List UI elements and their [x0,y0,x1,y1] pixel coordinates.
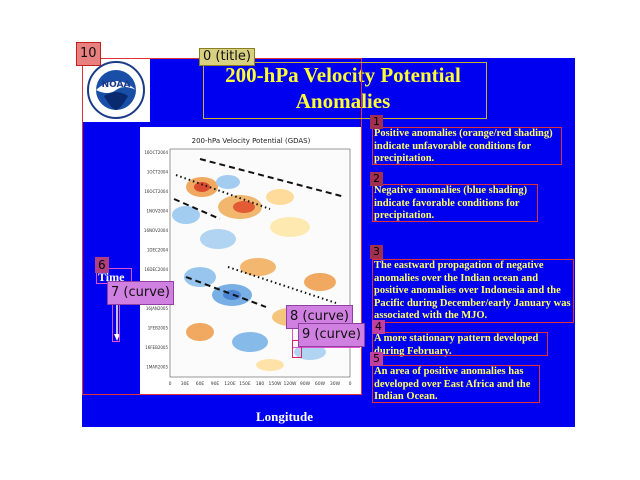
x-tick-label: 0 [169,381,172,387]
x-tick-label: 120E [224,381,236,387]
annotation-label-6: 6 [95,257,109,273]
title-line-1: 200-hPa Velocity Potential [225,63,461,87]
annotation-label-10: 10 [76,42,101,66]
annotation-box-2 [372,184,538,222]
y-tick-label: 16DEC2004 [144,267,168,272]
y-tick-label: 16NOV2004 [144,228,169,233]
annotation-label-7: 7 (curve) [107,281,174,305]
x-tick-label: 60W [315,381,326,387]
longitude-axis-label: Longitude [255,409,314,424]
annotation-label-2: 2 [370,172,383,186]
bullet-5: An area of positive anomalies has develo… [374,366,531,402]
y-tick-label: 1NOV2004 [146,209,168,214]
x-tick-label: 180 [256,381,265,387]
slide-title: 200-hPa Velocity Potential Anomalies [200,62,486,114]
annotation-box-4 [372,332,548,356]
y-tick-label: 1MAR2005 [146,365,168,370]
y-tick-label: 1FEB2005 [148,326,169,331]
annotation-label-1: 1 [370,115,383,129]
y-tick-label: 16FEB2005 [145,345,168,350]
bullet-2: Negative anomalies (blue shading) indica… [374,185,528,221]
bullet-1: Positive anomalies (orange/red shading) … [374,128,553,164]
x-tick-label: 60E [196,381,205,387]
annotation-box-1 [372,127,562,165]
annotation-box-7 [112,300,120,342]
annotation-label-3: 3 [370,245,383,259]
annotation-label-title: 0 (title) [199,48,255,66]
x-tick-label: 0 [349,381,352,387]
annotation-label-4: 4 [372,320,385,334]
x-tick-label: 150W [268,381,282,387]
noaa-logo: NOAA [82,58,150,122]
x-tick-label: 30W [330,381,341,387]
y-tick-label: 16JAN2005 [146,306,169,311]
y-tick-label: 1OCT2004 [147,170,169,175]
x-tick-label: 30E [181,381,190,387]
x-tick-label: 150E [239,381,251,387]
x-tick-label: 90W [300,381,311,387]
logo-text: NOAA [102,80,131,90]
bullet-3: The eastward propagation of negative ano… [374,260,571,321]
annotation-box-title [203,62,487,119]
y-tick-label: 16OCT2004 [144,150,168,155]
x-tick-label: 120W [283,381,297,387]
x-tick-labels: 0 30E 60E 90E 120E 150E 180 150W 120W 90W 60W 30W 0 [169,381,352,387]
y-tick-label: 16OCT2004 [144,189,168,194]
annotation-label-9: 9 (curve) [298,323,365,347]
y-tick-label: 1DEC2004 [147,248,169,253]
x-tick-label: 90E [211,381,220,387]
velocity-potential-chart: 200-hPa Velocity Potential (GDAS) [140,127,362,394]
annotation-box-9 [292,340,302,358]
annotation-box-5 [372,365,540,403]
annotation-box-3 [372,259,574,323]
chart-title: 200-hPa Velocity Potential (GDAS) [192,137,311,145]
bullet-4: A more stationary pattern developed duri… [374,333,539,357]
title-line-2: Anomalies [295,89,391,113]
annotation-label-5: 5 [370,352,383,366]
propagation-lines [173,158,346,308]
time-axis-label: Time [98,270,125,284]
